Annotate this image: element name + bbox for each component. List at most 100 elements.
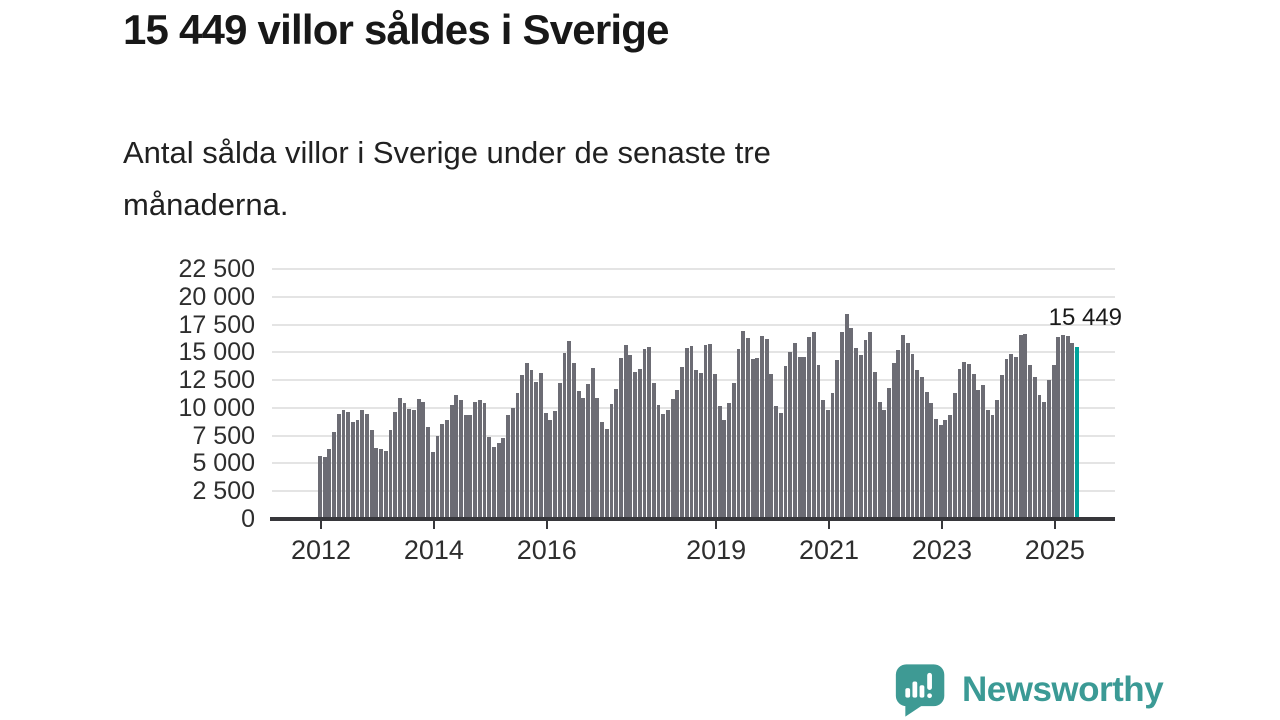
subtitle-line-2: månaderna. xyxy=(123,187,289,222)
y-axis-tick-label: 12 500 xyxy=(178,366,255,395)
bar xyxy=(854,348,858,519)
bar xyxy=(562,352,567,519)
bar xyxy=(374,448,379,519)
bar xyxy=(477,400,482,519)
gridline xyxy=(272,351,1115,354)
bar xyxy=(651,383,656,519)
bar xyxy=(449,405,454,519)
gridline xyxy=(272,268,1115,270)
bar xyxy=(341,410,346,519)
bar xyxy=(891,363,896,519)
bar xyxy=(694,370,699,519)
bar xyxy=(1032,376,1037,519)
bar xyxy=(807,336,811,519)
bar xyxy=(750,359,755,519)
last-value-annotation: 15 449 xyxy=(1048,304,1122,331)
bar xyxy=(868,332,873,519)
bar xyxy=(487,436,492,519)
bar xyxy=(1028,365,1032,519)
bar xyxy=(318,455,322,519)
bar xyxy=(788,351,793,519)
bar xyxy=(680,366,684,519)
gridline xyxy=(272,323,1115,326)
highlight-bar xyxy=(1075,347,1080,519)
x-axis-tick xyxy=(1053,520,1057,529)
bar xyxy=(463,415,468,519)
y-axis-tick-label: 10 000 xyxy=(178,393,255,422)
bar xyxy=(999,375,1004,519)
bar xyxy=(1023,333,1028,519)
bar xyxy=(322,457,327,519)
bar xyxy=(811,331,816,519)
bar xyxy=(802,356,807,519)
bar xyxy=(586,384,590,519)
bar xyxy=(642,349,647,519)
bar xyxy=(430,451,435,519)
x-axis-tick xyxy=(940,520,944,529)
gridline xyxy=(272,295,1115,298)
bar xyxy=(576,391,581,519)
bar xyxy=(407,409,412,519)
x-axis-tick xyxy=(545,520,549,529)
bar xyxy=(915,370,920,519)
bar xyxy=(849,328,854,519)
bar xyxy=(981,385,985,519)
bar xyxy=(670,399,675,519)
bar xyxy=(967,363,971,519)
bar xyxy=(567,341,572,519)
x-axis-tick-label: 2016 xyxy=(516,535,577,565)
bar xyxy=(369,430,374,519)
bar xyxy=(482,403,487,519)
bar xyxy=(637,369,642,519)
gridline xyxy=(272,434,1115,437)
bar xyxy=(350,422,355,519)
bar xyxy=(397,398,402,519)
bar xyxy=(1014,357,1018,519)
bar xyxy=(1065,336,1070,519)
bar xyxy=(844,313,849,519)
bar xyxy=(628,355,633,519)
bar xyxy=(774,406,779,519)
bar xyxy=(858,354,863,519)
bar xyxy=(506,415,510,519)
x-axis-tick-label: 2023 xyxy=(911,535,972,565)
bar xyxy=(990,414,995,519)
bar xyxy=(1004,358,1009,519)
bar xyxy=(882,409,887,519)
bar xyxy=(539,373,543,519)
bar xyxy=(529,370,534,519)
speech-bubble-bar-chart-icon xyxy=(895,664,945,717)
bar xyxy=(647,347,652,519)
bar xyxy=(581,397,586,519)
bar xyxy=(943,420,948,519)
bar xyxy=(793,343,797,519)
bar xyxy=(830,393,835,519)
bar xyxy=(388,430,393,519)
bar xyxy=(745,337,750,519)
bar xyxy=(444,420,449,519)
newsworthy-logo: Newsworthy xyxy=(893,661,1164,719)
bar xyxy=(571,362,576,519)
bar xyxy=(421,401,426,519)
bar xyxy=(590,367,595,519)
bar xyxy=(1051,365,1056,519)
x-axis-tick xyxy=(827,520,831,529)
bar xyxy=(1061,335,1065,519)
x-axis-tick xyxy=(432,520,436,529)
bar xyxy=(948,414,953,519)
newsworthy-wordmark: Newsworthy xyxy=(962,670,1164,709)
y-axis-tick-label: 0 xyxy=(241,505,255,533)
x-axis-tick-label: 2025 xyxy=(1024,535,1085,565)
bar xyxy=(633,371,637,519)
bar xyxy=(609,404,614,519)
bar xyxy=(435,436,440,519)
bar xyxy=(835,359,840,519)
headline: 15 449 villor såldes i Sverige xyxy=(123,6,669,53)
bar xyxy=(755,357,760,519)
bar xyxy=(557,382,562,519)
bar xyxy=(327,449,332,519)
bar xyxy=(355,420,360,519)
x-axis-tick xyxy=(714,520,718,529)
bar xyxy=(901,334,906,519)
